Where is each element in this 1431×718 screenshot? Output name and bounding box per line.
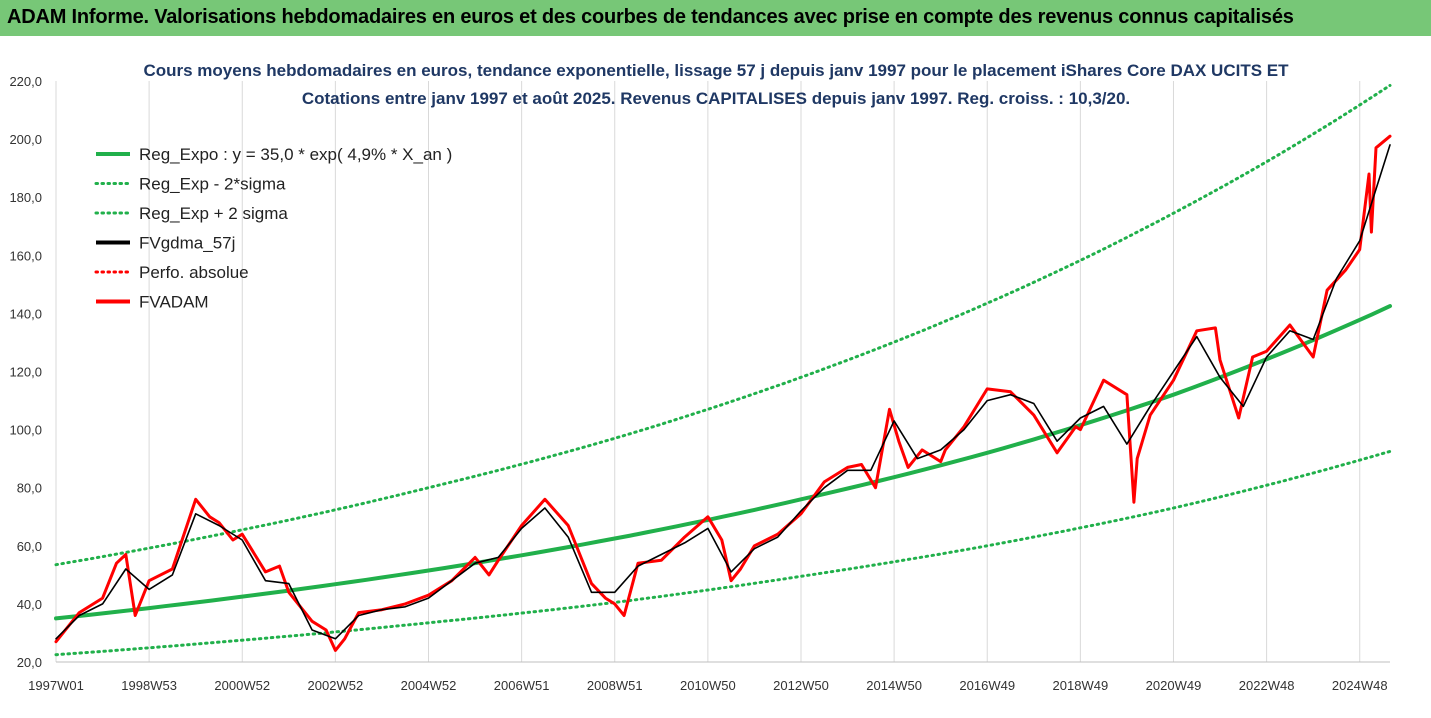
y-tick-label: 160,0 [9,248,42,263]
x-tick-label: 2024W48 [1332,678,1388,693]
y-tick-label: 80,0 [17,481,42,496]
chart-title-line1: Cours moyens hebdomadaires en euros, ten… [143,61,1289,80]
legend-label-0: Reg_Expo : y = 35,0 * exp( 4,9% * X_an ) [139,145,452,164]
series-line-0 [54,304,1392,621]
x-tick-label: 2000W52 [214,678,270,693]
legend-label-3: FVgdma_57j [139,234,235,253]
x-tick-label: 2016W49 [959,678,1015,693]
x-tick-label: 2010W50 [680,678,736,693]
chart-background [0,36,1431,718]
x-tick-label: 2006W51 [494,678,550,693]
series-line-2 [54,83,1392,567]
x-tick-label: 2002W52 [308,678,364,693]
series-line-1 [54,449,1392,657]
x-tick-label: 2008W51 [587,678,643,693]
y-tick-label: 100,0 [9,423,42,438]
y-tick-label: 20,0 [17,655,42,670]
legend-label-1: Reg_Exp - 2*sigma [139,175,286,194]
y-tick-label: 140,0 [9,306,42,321]
y-tick-label: 220,0 [9,74,42,89]
x-tick-label: 2014W50 [866,678,922,693]
series-layer [54,83,1392,657]
banner-title: ADAM Informe. Valorisations hebdomadaire… [7,6,1294,28]
legend-label-4: Perfo. absolue [139,263,249,282]
x-tick-label: 1998W53 [121,678,177,693]
chart-title-line2: Cotations entre janv 1997 et août 2025. … [302,89,1130,108]
y-tick-label: 60,0 [17,539,42,554]
chart: 1997W01 1998W53 2000W52 2002W52 2004W52 2006W… [0,36,1431,718]
x-tick-label: 2022W48 [1239,678,1295,693]
x-tick-label: 2012W50 [773,678,829,693]
y-tick-label: 180,0 [9,190,42,205]
x-tick-label: 2018W49 [1053,678,1109,693]
series-line-5 [54,134,1392,652]
axes: 1997W01 1998W53 2000W52 2002W52 2004W52 2006W… [9,74,1390,693]
x-tick-label: 2004W52 [401,678,457,693]
y-tick-label: 200,0 [9,132,42,147]
y-tick-label: 120,0 [9,365,42,380]
title-banner: ADAM Informe. Valorisations hebdomadaire… [0,0,1431,37]
legend-label-5: FVADAM [139,293,209,312]
x-tick-label: 1997W01 [28,678,84,693]
y-tick-label: 40,0 [17,597,42,612]
x-tick-label: 2020W49 [1146,678,1202,693]
series-line-3 [55,144,1391,640]
legend: Reg_Expo : y = 35,0 * exp( 4,9% * X_an )… [94,145,452,312]
legend-label-2: Reg_Exp + 2 sigma [139,204,288,223]
